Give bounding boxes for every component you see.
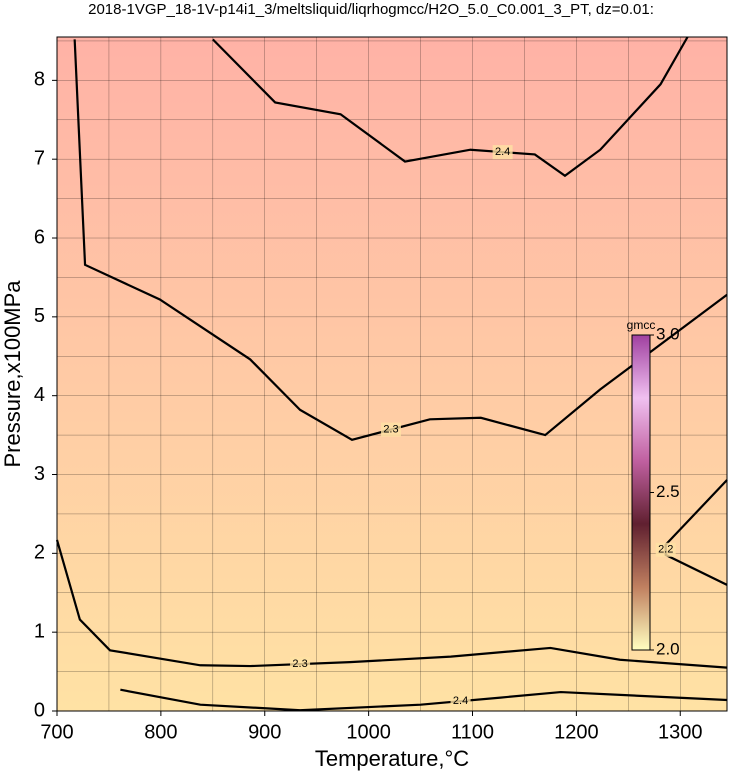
x-tick-label: 700 <box>40 721 73 743</box>
plot-background <box>57 37 727 711</box>
x-tick-label: 1300 <box>658 721 703 743</box>
y-tick-label: 4 <box>34 384 45 406</box>
x-tick-label: 1000 <box>346 721 391 743</box>
x-axis-label: Temperature,°C <box>315 746 469 771</box>
x-tick-label: 800 <box>144 721 177 743</box>
chart-title: 2018-1VGP_18-1V-p14i1_3/meltsliquid/liqr… <box>88 1 654 18</box>
contour-label-bg <box>380 422 401 437</box>
y-tick-label: 3 <box>34 463 45 485</box>
y-axis-label: Pressure,x100MPa <box>0 280 25 468</box>
contour-label-bg <box>290 657 311 672</box>
y-tick-label: 1 <box>34 620 45 642</box>
y-tick-label: 0 <box>34 699 45 721</box>
contour-line <box>73 39 728 442</box>
y-tick-label: 8 <box>34 69 45 91</box>
colorbar <box>631 334 651 651</box>
plot-frame <box>56 36 728 712</box>
contour-label-bg <box>655 542 676 557</box>
colorbar-tick-label: 3.0 <box>656 324 680 343</box>
contour-label: 2.4 <box>453 695 468 707</box>
y-tick-label: 6 <box>34 226 45 248</box>
colorbar-tick-label: 2.5 <box>656 482 680 501</box>
colorbar-label: gmcc <box>627 318 656 332</box>
contour-label: 2.3 <box>383 423 398 435</box>
y-tick-label: 2 <box>34 542 45 564</box>
x-tick-label: 1100 <box>451 721 494 743</box>
contour-line <box>120 688 728 712</box>
contour-label-bg <box>492 145 513 160</box>
contour-label-bg <box>450 694 471 709</box>
colorbar-tick-label: 2.0 <box>656 639 680 658</box>
x-tick-label: 900 <box>248 721 281 743</box>
y-tick-label: 7 <box>34 147 45 169</box>
y-tick-label: 5 <box>34 305 45 327</box>
contour-label: 2.4 <box>495 146 510 158</box>
contour-label: 2.2 <box>658 544 673 556</box>
x-tick-label: 1200 <box>554 721 599 743</box>
contour-label: 2.3 <box>292 658 307 670</box>
